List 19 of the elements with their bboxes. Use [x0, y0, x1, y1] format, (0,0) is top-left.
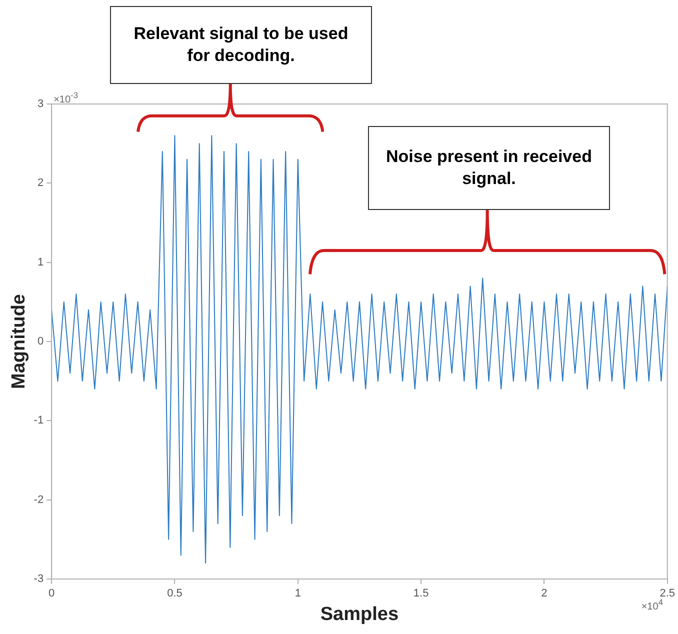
x-tick-label: 1.5	[413, 588, 429, 600]
y-tick-label: -3	[34, 573, 44, 586]
x-axis-title: Samples	[320, 604, 399, 625]
text: ×10$^{4}$	[641, 597, 663, 612]
annotation: ×10$^{-3}$	[54, 90, 78, 106]
y-tick-label: 2	[37, 177, 44, 190]
text: Relevant signal to be used for decoding.	[110, 6, 372, 84]
annotation: Noise present in received signal.	[368, 126, 610, 210]
x-tick-label: 0.5	[167, 588, 182, 600]
x-tick-label: 2.5	[660, 588, 676, 600]
x-tick-label: 1	[294, 588, 301, 600]
y-tick-label: -2	[34, 494, 44, 506]
x-tick-label: 0	[48, 588, 55, 600]
y-tick-label: 1	[37, 256, 44, 268]
y-tick-label: 3	[37, 98, 44, 110]
y-tick-label: -1	[34, 414, 44, 427]
x-tick-label: 2	[541, 588, 548, 600]
y-axis-title: Magnitude	[8, 294, 30, 389]
y-tick-label: 0	[37, 336, 44, 348]
